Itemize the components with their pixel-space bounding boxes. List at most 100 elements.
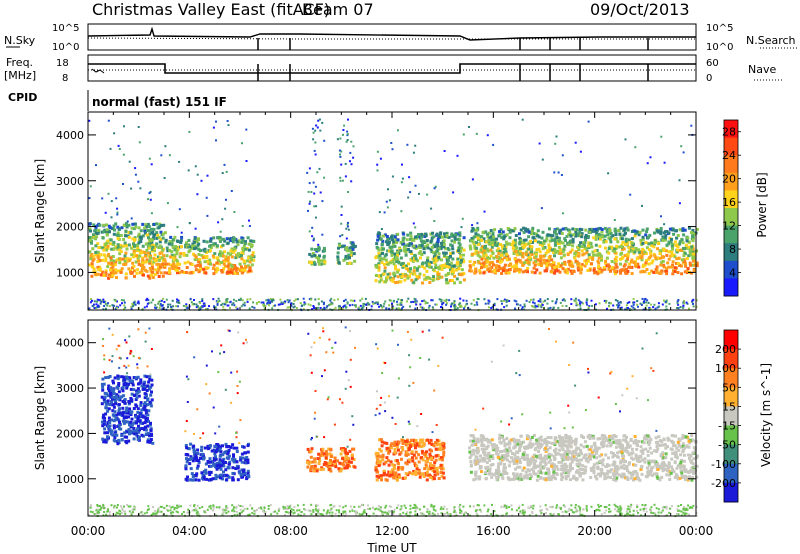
echo-cell bbox=[208, 258, 212, 262]
echo-cell bbox=[418, 441, 422, 445]
echo-cell bbox=[402, 249, 406, 253]
echo-cell bbox=[134, 413, 137, 417]
freq-gaps bbox=[257, 64, 649, 81]
echo-cell bbox=[204, 462, 208, 466]
echo-cell bbox=[671, 272, 675, 276]
echo-cell bbox=[204, 271, 208, 275]
echo-cell bbox=[556, 298, 558, 301]
echo-cell bbox=[344, 387, 347, 390]
echo-cell bbox=[112, 405, 116, 409]
echo-cell bbox=[504, 250, 508, 254]
echo-cell bbox=[437, 272, 441, 276]
echo-cell bbox=[125, 257, 129, 260]
echo-cell bbox=[672, 232, 676, 236]
echo-cell bbox=[194, 165, 197, 168]
echo-cell bbox=[138, 141, 141, 144]
echo-cell bbox=[661, 239, 665, 242]
echo-cell bbox=[520, 477, 523, 481]
echo-cell bbox=[392, 300, 395, 303]
echo-cell bbox=[205, 383, 208, 386]
echo-cell bbox=[185, 457, 188, 461]
echo-cell bbox=[323, 308, 326, 310]
echo-cell bbox=[489, 248, 493, 252]
echo-cell bbox=[237, 239, 241, 243]
echo-cell bbox=[127, 231, 131, 234]
echo-cell bbox=[543, 239, 546, 243]
echo-cell bbox=[606, 233, 610, 237]
echo-cell bbox=[445, 255, 449, 259]
echo-cell bbox=[430, 250, 434, 254]
echo-cell bbox=[150, 390, 153, 394]
echo-cell bbox=[567, 228, 571, 232]
echo-cell bbox=[185, 241, 188, 245]
echo-cell bbox=[452, 264, 456, 268]
echo-cell bbox=[349, 330, 351, 332]
echo-cell bbox=[523, 303, 526, 306]
echo-cell bbox=[544, 299, 547, 302]
echo-cell bbox=[597, 227, 601, 231]
echo-cell bbox=[384, 258, 388, 262]
echo-cell bbox=[316, 126, 319, 129]
echo-cell bbox=[310, 371, 313, 374]
echo-cell bbox=[645, 304, 648, 307]
echo-cell bbox=[262, 304, 265, 306]
echo-cell bbox=[323, 176, 326, 179]
echo-cell bbox=[142, 273, 145, 277]
echo-cell bbox=[523, 305, 526, 308]
echo-cell bbox=[433, 252, 437, 256]
echo-cell bbox=[588, 241, 592, 245]
echo-cell bbox=[212, 298, 215, 301]
echo-cell bbox=[421, 451, 425, 455]
echo-cell bbox=[480, 238, 484, 242]
echo-cell bbox=[420, 242, 424, 246]
echo-cell bbox=[216, 475, 219, 479]
echo-cell bbox=[397, 129, 399, 132]
echo-cell bbox=[346, 302, 349, 305]
echo-cell bbox=[137, 241, 141, 245]
echo-cell bbox=[94, 253, 98, 257]
echo-cell bbox=[314, 216, 317, 219]
echo-cell bbox=[476, 242, 480, 246]
echo-sparse bbox=[336, 118, 355, 240]
echo-cell bbox=[594, 237, 598, 241]
echo-cell bbox=[626, 269, 630, 273]
echo-cell bbox=[134, 376, 138, 380]
echo-cell bbox=[644, 307, 647, 310]
echo-cell bbox=[408, 471, 412, 475]
echo-cell bbox=[232, 454, 235, 458]
echo-cell bbox=[339, 137, 342, 140]
echo-cell bbox=[366, 301, 369, 304]
echo-cell bbox=[539, 254, 543, 258]
echo-cell bbox=[417, 468, 421, 472]
echo-cell bbox=[135, 429, 139, 433]
echo-cell bbox=[371, 300, 374, 303]
echo-cell bbox=[645, 268, 649, 271]
echo-cell bbox=[247, 242, 251, 246]
echo-cell bbox=[437, 252, 441, 256]
echo-cell bbox=[112, 247, 116, 251]
echo-cell bbox=[344, 257, 348, 261]
echo-cell bbox=[134, 403, 138, 407]
echo-cell bbox=[430, 207, 433, 210]
echo-cell bbox=[361, 297, 364, 300]
echo-cell bbox=[620, 251, 624, 255]
echo-cell bbox=[138, 428, 141, 432]
echo-cell bbox=[235, 300, 238, 302]
echo-cell bbox=[220, 344, 223, 347]
echo-cell bbox=[111, 333, 114, 336]
echo-cell bbox=[603, 226, 607, 230]
echo-cell bbox=[385, 261, 389, 265]
echo-cell bbox=[255, 302, 258, 304]
echo-cell bbox=[664, 300, 667, 303]
echo-cell bbox=[141, 244, 145, 248]
echo-cell bbox=[432, 308, 435, 311]
echo-cell bbox=[142, 265, 146, 269]
echo-cell bbox=[568, 240, 572, 244]
echo-cell bbox=[345, 227, 348, 230]
echo-cell bbox=[670, 244, 674, 248]
echo-cell bbox=[333, 456, 337, 460]
echo-cell bbox=[478, 268, 482, 272]
echo-cell bbox=[577, 232, 581, 236]
echo-cell bbox=[121, 400, 125, 403]
